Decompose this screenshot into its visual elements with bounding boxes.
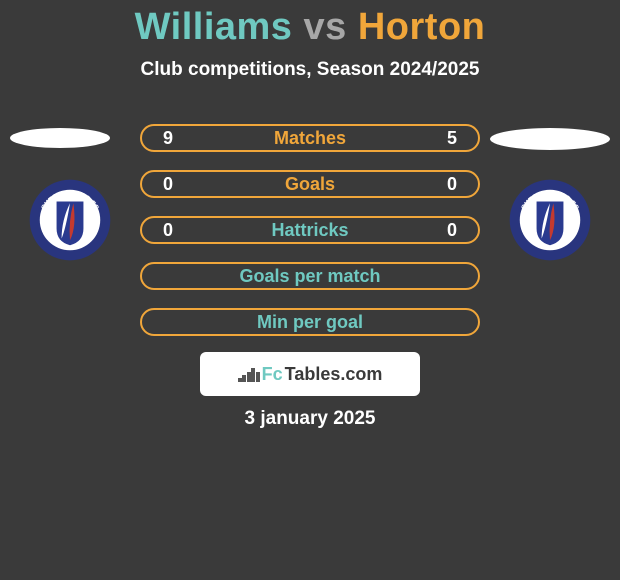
- stat-row-min-per-goal: Min per goal: [140, 308, 480, 336]
- stat-rows: 9 Matches 5 0 Goals 0 0 Hattricks 0 Goal…: [140, 124, 480, 354]
- stat-row-hattricks: 0 Hattricks 0: [140, 216, 480, 244]
- title-player2: Horton: [358, 6, 486, 48]
- player2-photo-placeholder: [490, 128, 610, 150]
- stat-row-goals-per-match: Goals per match: [140, 262, 480, 290]
- stat-row-goals: 0 Goals 0: [140, 170, 480, 198]
- chesterfield-badge-icon: CHESTERFIELD FC: [20, 178, 120, 262]
- brand-box: FcTables.com: [200, 352, 420, 396]
- brand-fc: Fc: [262, 364, 283, 385]
- title: Williams vs Horton: [0, 0, 620, 49]
- stat-label: Hattricks: [142, 220, 478, 241]
- date: 3 january 2025: [0, 408, 620, 430]
- stat-label: Goals per match: [142, 266, 478, 287]
- subtitle: Club competitions, Season 2024/2025: [0, 59, 620, 81]
- brand-rest: Tables.com: [285, 364, 383, 385]
- player1-photo-placeholder: [10, 128, 110, 148]
- stat-label: Min per goal: [142, 312, 478, 333]
- stat-row-matches: 9 Matches 5: [140, 124, 480, 152]
- stat-label: Matches: [142, 128, 478, 149]
- bar-chart-icon: [238, 366, 260, 382]
- chesterfield-badge-icon: CHESTERFIELD FC: [500, 178, 600, 262]
- player1-club-badge: CHESTERFIELD FC: [20, 178, 120, 262]
- title-vs: vs: [304, 6, 347, 48]
- title-player1: Williams: [135, 6, 293, 48]
- stat-label: Goals: [142, 174, 478, 195]
- player2-club-badge: CHESTERFIELD FC: [500, 178, 600, 262]
- fctables-logo: FcTables.com: [238, 364, 383, 385]
- comparison-infographic: Williams vs Horton Club competitions, Se…: [0, 0, 620, 580]
